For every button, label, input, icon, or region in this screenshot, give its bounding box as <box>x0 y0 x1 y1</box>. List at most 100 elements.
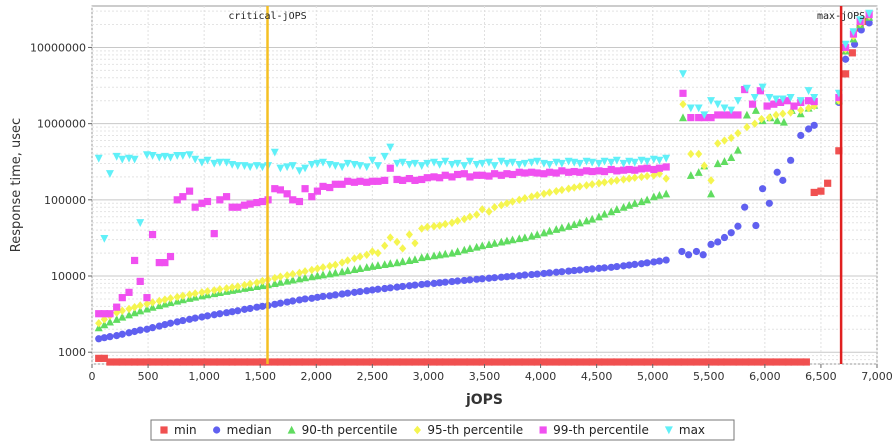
data-point <box>595 167 603 175</box>
data-point <box>288 162 297 170</box>
data-point <box>766 358 775 366</box>
data-point <box>198 199 206 207</box>
data-point <box>118 155 127 164</box>
data-point <box>824 179 832 187</box>
data-point <box>625 165 633 174</box>
data-point <box>125 358 133 366</box>
data-point <box>607 158 616 167</box>
data-point <box>253 198 261 207</box>
data-point <box>430 173 438 181</box>
data-point <box>533 358 541 366</box>
data-point <box>643 157 652 166</box>
data-point <box>301 164 310 173</box>
data-point <box>228 203 236 211</box>
data-point <box>258 358 267 366</box>
data-point <box>784 358 793 366</box>
data-point <box>460 162 469 170</box>
data-point <box>539 159 548 168</box>
data-point <box>118 312 127 321</box>
data-point <box>94 154 103 163</box>
data-point <box>453 216 462 226</box>
data-point <box>271 185 279 193</box>
data-point <box>687 149 695 159</box>
data-point <box>258 163 267 172</box>
data-point <box>502 159 511 168</box>
data-point <box>191 314 199 322</box>
data-point <box>289 297 297 305</box>
data-point <box>228 308 236 316</box>
data-point <box>558 167 566 175</box>
data-point <box>166 319 175 327</box>
data-point <box>374 285 382 293</box>
data-point <box>727 111 735 119</box>
data-point <box>191 203 199 211</box>
data-point <box>173 318 181 326</box>
data-point <box>368 177 376 185</box>
data-point <box>448 277 456 286</box>
data-point <box>521 271 529 279</box>
legend-label: 90-th percentile <box>302 423 398 437</box>
data-point <box>398 158 407 167</box>
data-point <box>356 252 364 261</box>
data-point <box>368 247 376 256</box>
data-point <box>754 358 762 366</box>
data-point <box>215 158 224 167</box>
data-point <box>533 270 541 278</box>
data-point <box>720 111 729 119</box>
x-tick-label: 4,500 <box>581 370 613 383</box>
data-point <box>350 265 359 274</box>
data-point <box>143 358 151 366</box>
data-point <box>686 104 695 113</box>
data-point <box>453 277 462 285</box>
data-point <box>216 285 224 294</box>
y-axis: 1000 10000 100000 1000000 10000000 <box>30 41 92 359</box>
data-point <box>386 358 394 366</box>
data-point <box>210 286 218 295</box>
data-point <box>331 180 339 188</box>
data-point <box>148 298 157 307</box>
data-point <box>418 175 426 184</box>
data-point <box>338 258 346 267</box>
data-point <box>344 358 352 366</box>
data-point <box>100 320 109 329</box>
data-point <box>687 114 695 122</box>
data-point <box>490 162 499 170</box>
data-point <box>198 358 206 366</box>
data-point <box>363 178 371 186</box>
data-point <box>143 294 151 302</box>
data-point <box>787 156 795 164</box>
data-point <box>552 158 561 167</box>
y-tick-label: 1000000 <box>37 118 86 131</box>
data-point <box>240 201 249 209</box>
data-point <box>466 212 474 221</box>
data-point <box>307 160 316 169</box>
data-point <box>325 269 334 278</box>
data-point <box>319 182 327 191</box>
data-point <box>161 358 169 366</box>
data-point <box>465 244 474 253</box>
data-point <box>308 358 316 366</box>
data-point <box>113 358 121 366</box>
data-point <box>319 292 327 300</box>
data-point <box>797 358 805 366</box>
data-point <box>565 358 573 366</box>
data-point <box>576 266 584 274</box>
data-point <box>356 162 365 170</box>
data-point <box>338 180 346 188</box>
data-point <box>198 313 206 321</box>
data-point <box>637 156 646 165</box>
data-point <box>613 167 621 175</box>
data-point <box>143 299 151 309</box>
legend-swatch <box>160 426 168 434</box>
x-tick-label: 1,500 <box>244 370 276 383</box>
data-point <box>729 358 738 366</box>
data-point <box>441 249 450 258</box>
data-point <box>399 176 407 184</box>
data-point <box>835 93 843 102</box>
data-point <box>582 167 591 175</box>
data-point <box>528 168 536 176</box>
data-point <box>331 260 339 270</box>
data-point <box>735 358 743 366</box>
data-point <box>600 178 609 187</box>
